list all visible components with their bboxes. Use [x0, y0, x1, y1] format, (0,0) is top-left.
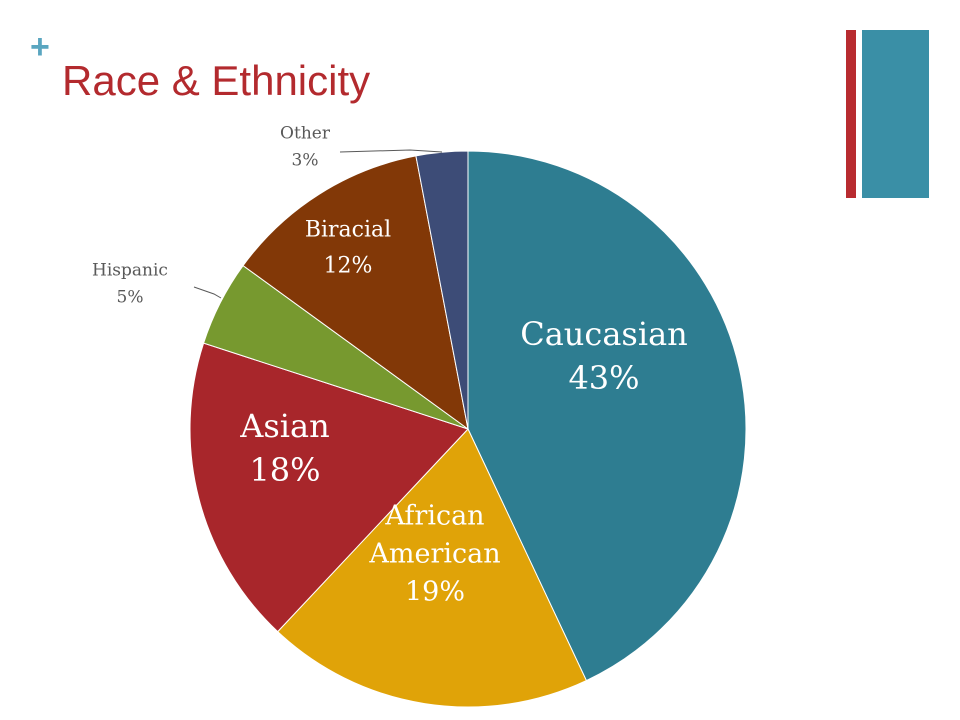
- leader-line-other: [339, 149, 443, 153]
- pie-slice-asian: [189, 342, 469, 633]
- accent-bar-red: [846, 30, 856, 198]
- data-label-hispanic: Hispanic 5%: [92, 260, 168, 307]
- slide-title: Race & Ethnicity: [62, 57, 371, 104]
- plus-icon: +: [30, 28, 50, 66]
- data-label-asian: Asian 18%: [239, 407, 329, 489]
- pie-slice-caucasian: [467, 150, 747, 682]
- accent-bar-teal: [862, 30, 929, 198]
- data-label-caucasian: Caucasian 43%: [520, 315, 688, 397]
- data-label-african-american: African American 19%: [368, 501, 500, 608]
- pie-slice-african-american: [276, 428, 588, 708]
- data-label-biracial: Biracial 12%: [305, 218, 391, 279]
- leader-line-hispanic: [193, 286, 222, 299]
- data-label-other: Other 3%: [280, 123, 331, 170]
- pie-slice-biracial: [242, 155, 469, 431]
